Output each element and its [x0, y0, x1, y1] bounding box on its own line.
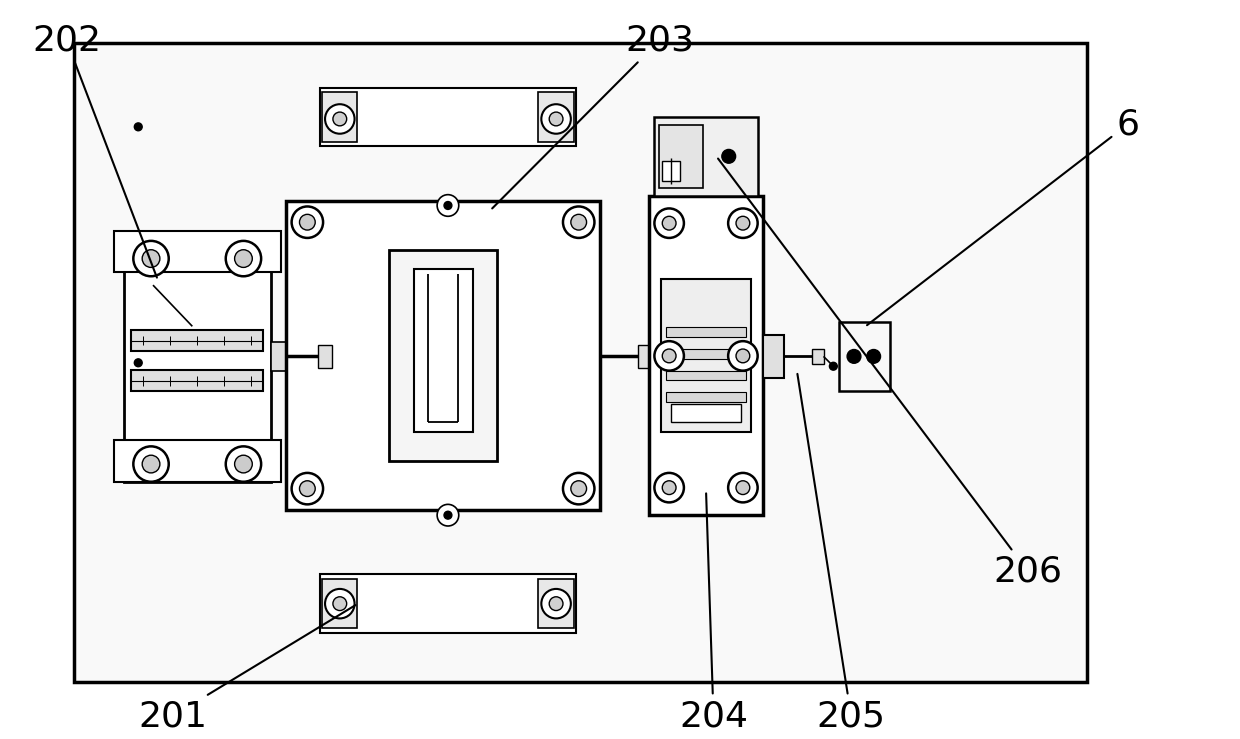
Circle shape [570, 214, 587, 230]
Circle shape [300, 481, 315, 497]
Bar [114, 440, 280, 482]
Bar [320, 574, 575, 633]
Bar [666, 392, 745, 402]
Circle shape [325, 589, 355, 619]
Circle shape [444, 511, 451, 519]
Bar [662, 161, 680, 181]
Bar [655, 117, 758, 196]
Circle shape [847, 350, 861, 364]
Text: 204: 204 [680, 494, 748, 733]
Circle shape [143, 455, 160, 473]
Circle shape [291, 473, 324, 504]
Circle shape [655, 341, 684, 371]
Bar [114, 231, 280, 273]
Circle shape [830, 362, 837, 370]
Circle shape [549, 112, 563, 126]
Circle shape [662, 481, 676, 494]
Bar [285, 200, 600, 510]
Circle shape [563, 473, 594, 504]
Circle shape [662, 217, 676, 230]
Bar [74, 44, 1087, 682]
Text: 205: 205 [797, 374, 885, 733]
Bar [637, 344, 651, 368]
Circle shape [737, 217, 750, 230]
Bar [272, 341, 293, 371]
Bar [322, 92, 357, 142]
Circle shape [728, 473, 758, 503]
Circle shape [226, 241, 262, 276]
Circle shape [542, 104, 570, 134]
Text: 206: 206 [718, 159, 1063, 588]
Circle shape [438, 194, 459, 217]
Circle shape [325, 104, 355, 134]
Bar [319, 344, 332, 368]
Bar [650, 196, 763, 515]
Bar [131, 330, 263, 351]
Circle shape [737, 349, 750, 363]
Circle shape [549, 597, 563, 610]
Bar [666, 327, 745, 337]
Bar [320, 87, 575, 146]
Circle shape [737, 481, 750, 494]
Bar [389, 250, 497, 461]
Bar [666, 349, 745, 359]
Circle shape [563, 206, 594, 238]
Bar [124, 231, 272, 482]
Text: 6: 6 [867, 107, 1140, 325]
Bar [671, 404, 742, 422]
Circle shape [728, 341, 758, 371]
Bar [763, 335, 784, 378]
Circle shape [662, 349, 676, 363]
Circle shape [332, 597, 347, 610]
Bar [660, 125, 703, 188]
Circle shape [728, 208, 758, 238]
Text: 203: 203 [492, 24, 694, 208]
Circle shape [722, 149, 735, 163]
Circle shape [291, 206, 324, 238]
Circle shape [134, 446, 169, 482]
Circle shape [226, 446, 262, 482]
Bar [661, 279, 750, 432]
Circle shape [570, 481, 587, 497]
Bar [538, 92, 574, 142]
Circle shape [438, 504, 459, 526]
Bar [131, 370, 263, 392]
Bar [666, 371, 745, 381]
Circle shape [332, 112, 347, 126]
Circle shape [300, 214, 315, 230]
Bar [413, 270, 472, 432]
Text: 201: 201 [138, 605, 356, 733]
Circle shape [143, 250, 160, 268]
Circle shape [134, 241, 169, 276]
Circle shape [542, 589, 570, 619]
Bar [812, 349, 823, 364]
Text: 202: 202 [32, 24, 157, 278]
Circle shape [134, 123, 143, 131]
Bar [839, 322, 890, 391]
Circle shape [444, 202, 451, 209]
Bar [322, 579, 357, 628]
Circle shape [655, 208, 684, 238]
Circle shape [867, 350, 880, 364]
Bar [538, 579, 574, 628]
Circle shape [234, 250, 252, 268]
Circle shape [234, 455, 252, 473]
Circle shape [655, 473, 684, 503]
Circle shape [134, 359, 143, 367]
